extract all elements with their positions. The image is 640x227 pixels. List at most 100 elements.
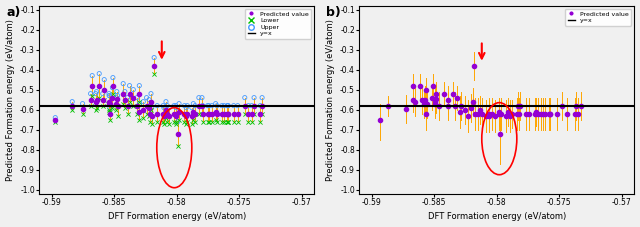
Point — [484, 114, 494, 117]
Point — [149, 64, 159, 67]
Point — [570, 112, 580, 116]
Point — [217, 120, 227, 123]
Point — [190, 112, 200, 116]
Point — [529, 112, 540, 116]
Point — [134, 84, 145, 87]
Point — [181, 106, 191, 109]
Point — [99, 98, 109, 101]
Point — [104, 100, 114, 104]
Point — [113, 114, 123, 117]
Point — [124, 84, 134, 87]
Point — [202, 112, 212, 116]
Point — [111, 102, 122, 106]
Point — [87, 84, 97, 87]
Point — [194, 104, 204, 107]
Point — [439, 92, 449, 95]
Point — [249, 96, 259, 99]
Point — [212, 112, 222, 116]
Point — [104, 102, 115, 106]
Point — [211, 102, 221, 106]
Point — [144, 106, 154, 109]
Point — [91, 108, 101, 111]
Point — [217, 104, 227, 107]
Point — [162, 112, 172, 116]
Point — [410, 100, 420, 104]
Point — [144, 114, 154, 117]
Point — [187, 106, 197, 109]
Point — [217, 112, 227, 116]
Point — [443, 98, 453, 101]
Point — [198, 104, 208, 107]
Point — [460, 108, 470, 111]
Point — [120, 90, 130, 94]
Point — [557, 104, 567, 107]
Point — [67, 108, 77, 111]
Point — [161, 108, 171, 111]
Point — [500, 114, 511, 117]
Point — [469, 64, 479, 67]
Point — [134, 110, 145, 114]
Point — [86, 104, 96, 107]
Point — [99, 88, 109, 91]
Point — [105, 106, 115, 109]
Text: a): a) — [6, 5, 20, 19]
Point — [152, 112, 163, 116]
Point — [463, 114, 473, 117]
Point — [536, 112, 547, 116]
Point — [421, 88, 431, 91]
Point — [104, 102, 114, 106]
Point — [243, 104, 253, 107]
Y-axis label: Predicted Formation energy (eV/atom): Predicted Formation energy (eV/atom) — [326, 19, 335, 180]
Point — [134, 118, 145, 121]
Point — [50, 118, 60, 121]
Point — [92, 90, 102, 94]
Point — [552, 112, 562, 116]
Point — [171, 120, 181, 123]
Point — [505, 114, 515, 117]
Point — [239, 96, 250, 99]
Point — [77, 112, 88, 116]
Point — [111, 97, 122, 101]
Point — [104, 94, 115, 97]
Point — [118, 92, 128, 95]
Point — [255, 120, 266, 123]
Point — [105, 112, 115, 116]
Point — [513, 112, 524, 116]
Point — [158, 120, 168, 123]
Point — [169, 112, 179, 116]
Point — [128, 96, 138, 99]
Point — [219, 120, 229, 123]
Point — [145, 104, 155, 107]
Point — [375, 118, 385, 121]
Point — [141, 104, 152, 107]
Point — [124, 92, 134, 95]
Point — [152, 120, 163, 123]
Point — [447, 92, 458, 95]
Point — [104, 110, 115, 114]
Point — [232, 112, 243, 116]
Point — [204, 104, 214, 107]
Point — [487, 112, 497, 116]
Point — [239, 112, 250, 116]
Point — [158, 104, 168, 107]
Point — [138, 100, 148, 104]
Point — [243, 112, 253, 116]
Point — [141, 112, 152, 116]
Point — [507, 112, 517, 116]
Point — [255, 104, 266, 107]
Point — [111, 96, 122, 99]
Point — [147, 122, 157, 126]
Point — [223, 112, 233, 116]
Point — [94, 72, 104, 75]
Point — [415, 84, 426, 87]
Point — [197, 104, 207, 107]
Point — [188, 118, 198, 121]
Point — [204, 120, 214, 123]
Point — [431, 97, 441, 101]
Point — [188, 102, 198, 106]
Point — [146, 92, 156, 95]
Point — [198, 112, 208, 116]
Point — [181, 114, 191, 117]
Point — [212, 120, 222, 123]
Point — [490, 114, 500, 117]
